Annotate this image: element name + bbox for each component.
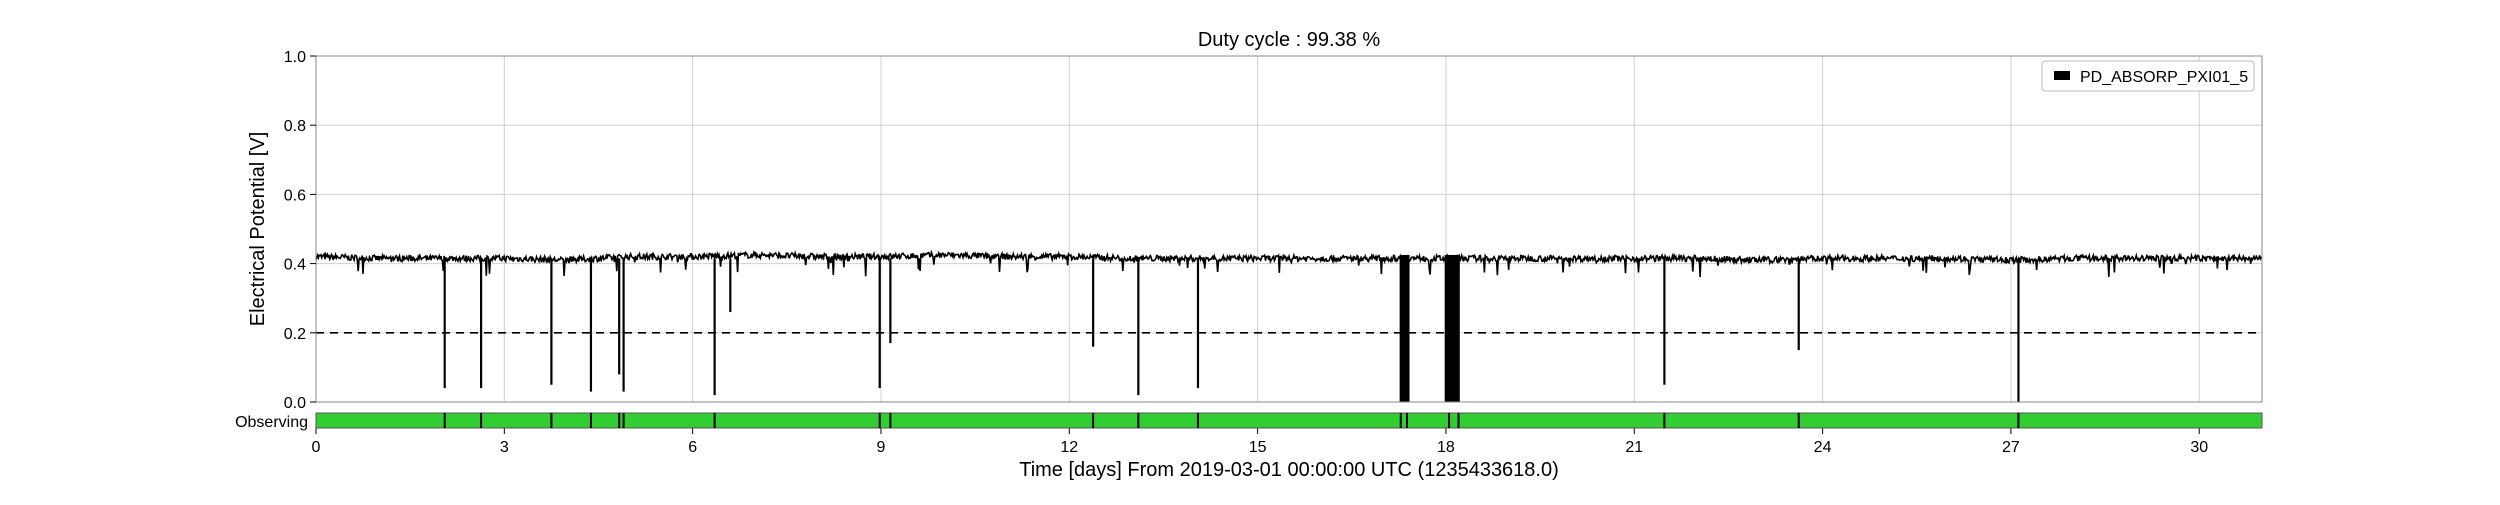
x-tick-label: 15 bbox=[1249, 439, 1267, 456]
legend-swatch bbox=[2054, 71, 2070, 80]
legend-label: PD_ABSORP_PXI01_5 bbox=[2080, 69, 2248, 86]
y-tick-label: 0.2 bbox=[284, 326, 306, 343]
series-layer bbox=[315, 249, 2263, 402]
legend: PD_ABSORP_PXI01_5 bbox=[2041, 60, 2255, 92]
chart-title: Duty cycle : 99.38 % bbox=[1198, 29, 1381, 51]
x-tick-label: 9 bbox=[877, 439, 886, 456]
series-line bbox=[315, 249, 2263, 278]
gridlines bbox=[315, 55, 2262, 403]
x-tick-label: 27 bbox=[2002, 439, 2020, 456]
y-tick-label: 1.0 bbox=[284, 49, 306, 66]
segment-bar-fill bbox=[315, 412, 2263, 429]
y-tick-label: 0.6 bbox=[284, 187, 306, 204]
segment-bar-label: Observing bbox=[235, 414, 308, 431]
series-outage bbox=[1444, 254, 1460, 402]
y-tick-label: 0.4 bbox=[284, 257, 306, 274]
x-tick-label: 21 bbox=[1625, 439, 1643, 456]
x-tick-label: 24 bbox=[1814, 439, 1832, 456]
y-tick-label: 0.8 bbox=[284, 118, 306, 135]
x-tick-label: 18 bbox=[1437, 439, 1455, 456]
x-axis-label: Time [days] From 2019-03-01 00:00:00 UTC… bbox=[1019, 459, 1559, 481]
y-tick-label: 0.0 bbox=[284, 395, 306, 412]
x-tick-label: 6 bbox=[688, 439, 697, 456]
legend-box bbox=[2041, 60, 2255, 92]
y-axis-label: Electrical Potential [V] bbox=[247, 132, 269, 327]
series-outage bbox=[1400, 254, 1410, 402]
segment-bar bbox=[315, 412, 2263, 429]
x-tick-label: 12 bbox=[1060, 439, 1078, 456]
axis-ticks: 0 3 6 9 12 15 18 21 24 27 30 0.0 0.2 0.4 0.6 0.8 1.0 bbox=[284, 49, 2208, 456]
plot-frame bbox=[315, 55, 2263, 403]
x-tick-label: 30 bbox=[2190, 439, 2208, 456]
x-tick-label: 3 bbox=[500, 439, 509, 456]
x-tick-label: 0 bbox=[312, 439, 321, 456]
